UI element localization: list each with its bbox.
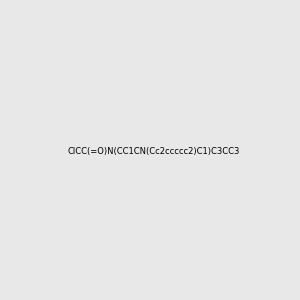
Text: ClCC(=O)N(CC1CN(Cc2ccccc2)C1)C3CC3: ClCC(=O)N(CC1CN(Cc2ccccc2)C1)C3CC3 [68,147,240,156]
